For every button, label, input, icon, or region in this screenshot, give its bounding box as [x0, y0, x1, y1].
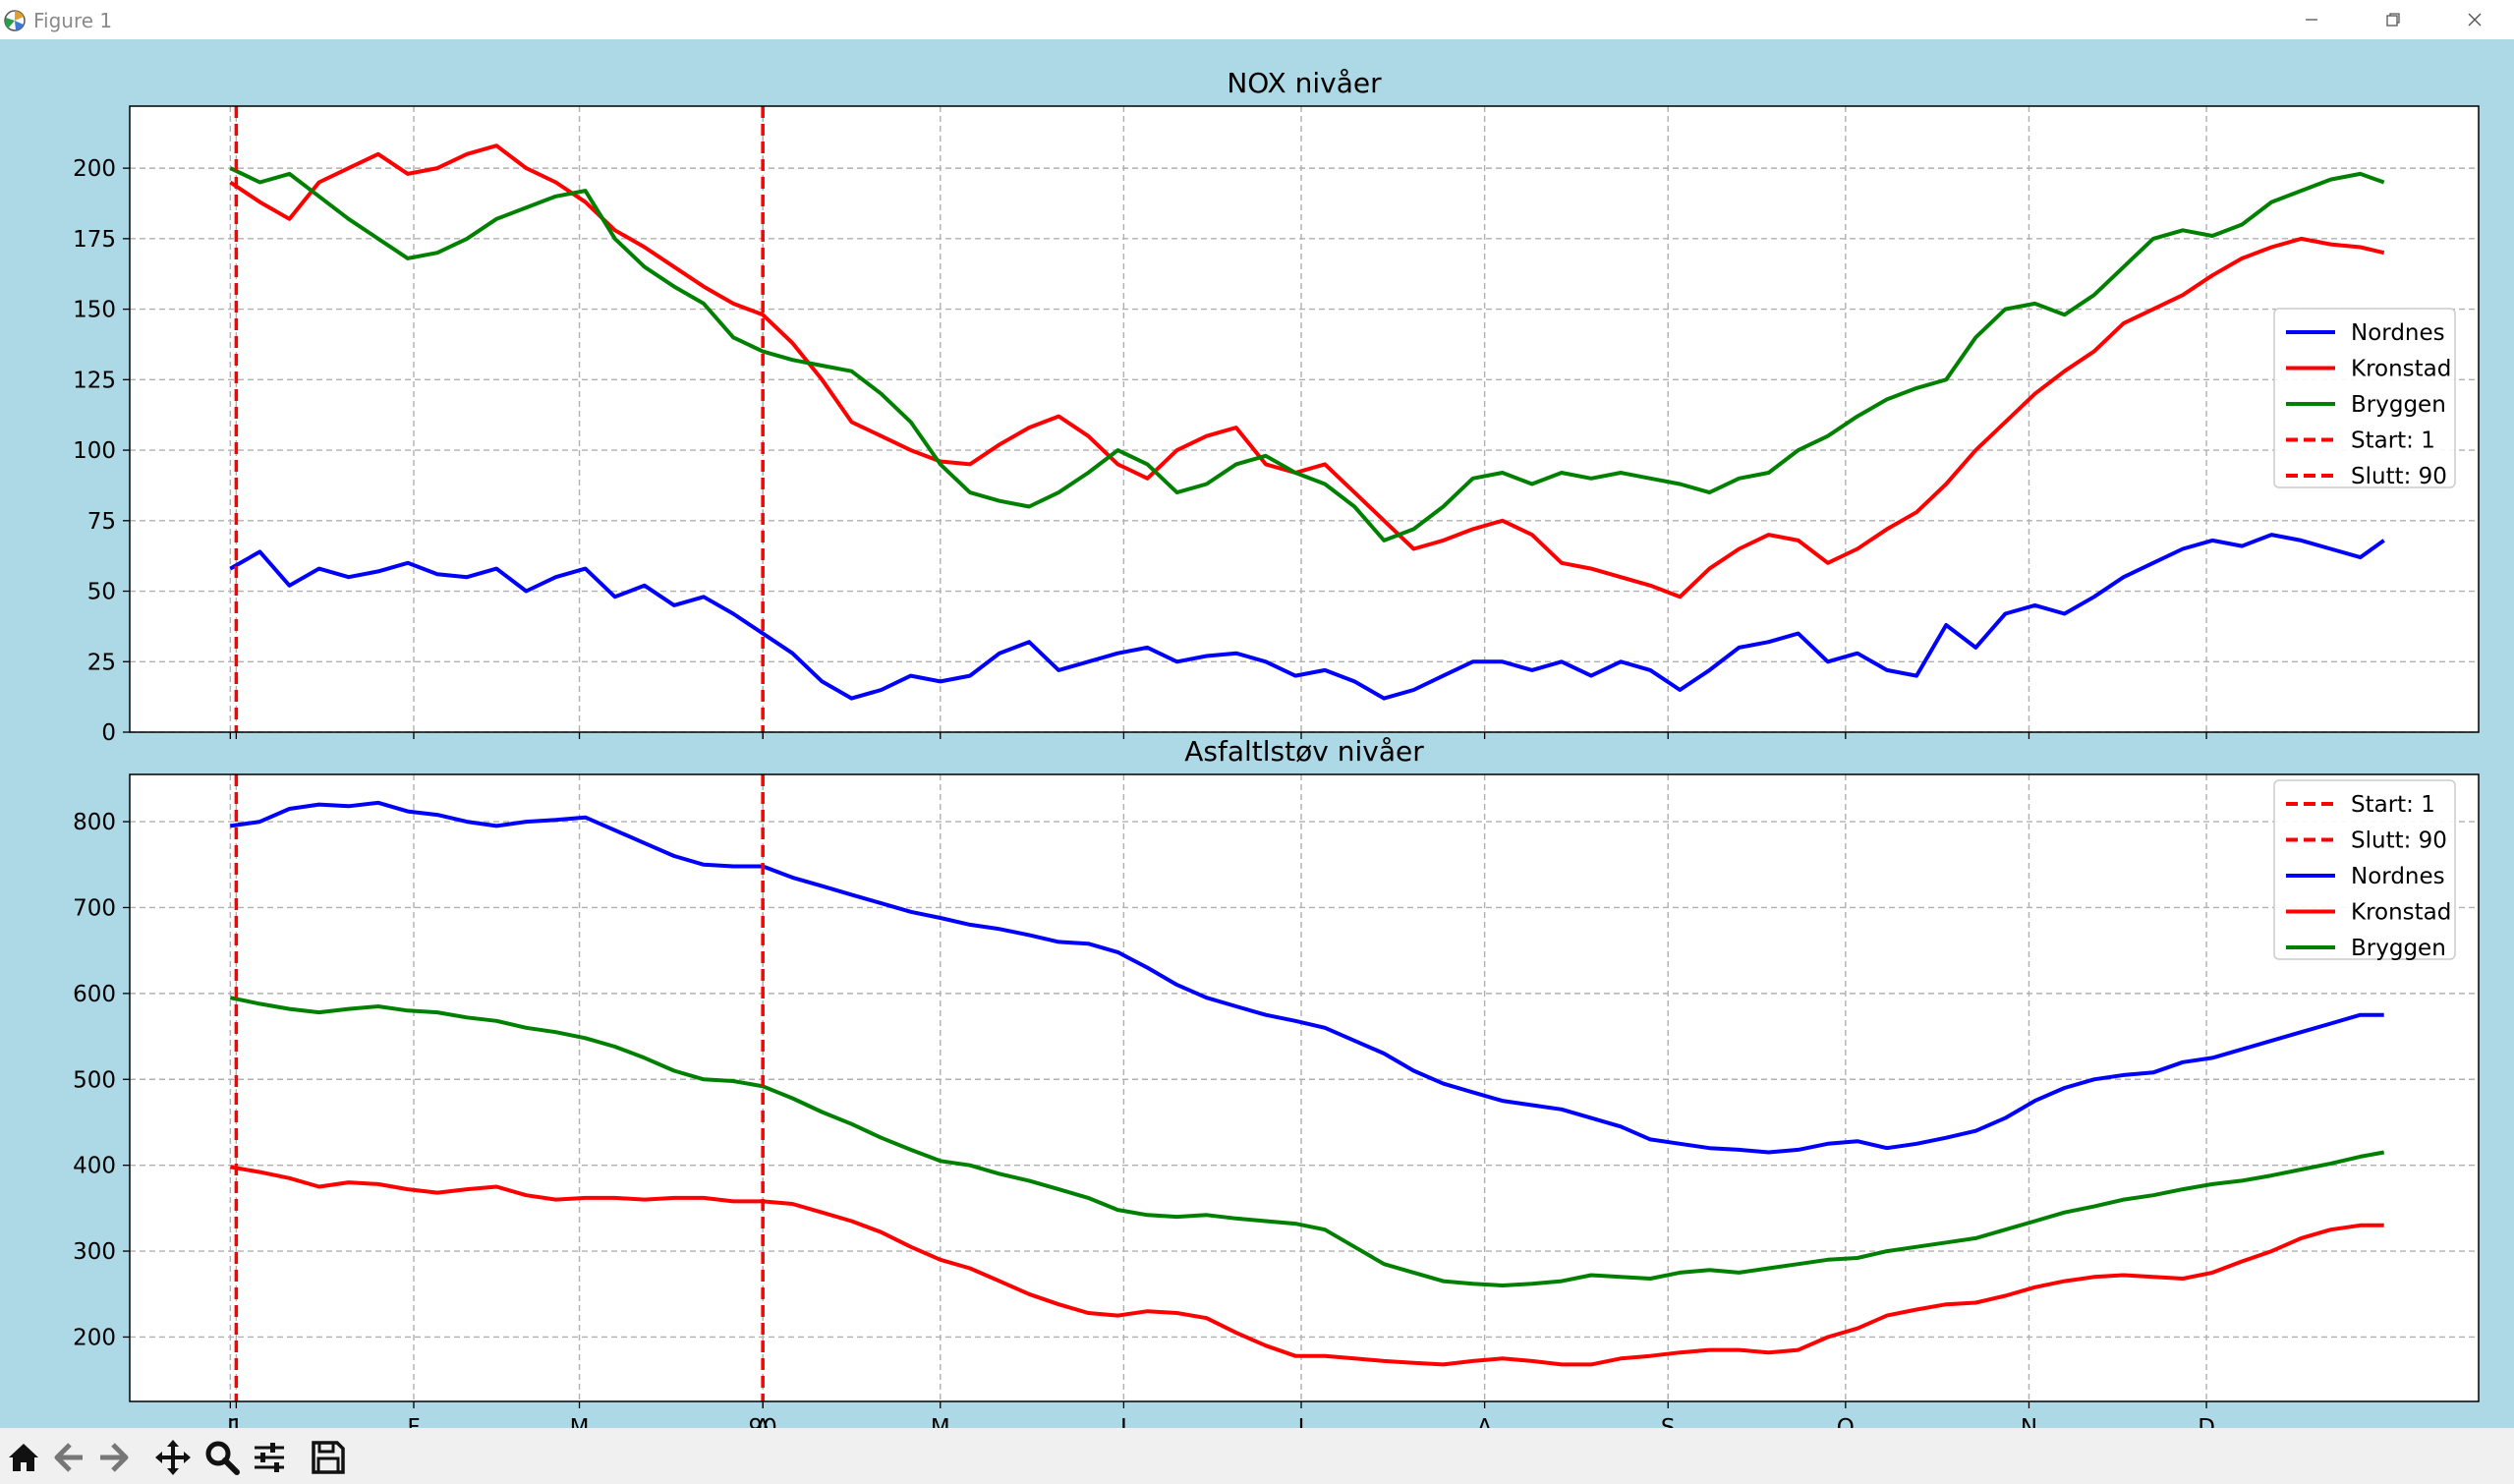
- legend-label: Nordnes: [2351, 864, 2445, 889]
- y-tick-label: 175: [73, 227, 116, 253]
- legend-box: [2273, 308, 2456, 488]
- y-tick-label: 800: [73, 810, 116, 835]
- x-tick-label: A: [1477, 1415, 1493, 1428]
- series-line-bryggen: [229, 996, 2385, 1287]
- series-line-bryggen: [229, 166, 2385, 542]
- configure-subplots-icon: [255, 1443, 284, 1472]
- minimize-button[interactable]: [2282, 0, 2341, 39]
- y-tick-label: 500: [73, 1067, 116, 1093]
- y-tick-label: 0: [101, 720, 116, 746]
- x-tick-label: O: [1837, 1415, 1855, 1428]
- y-tick-label: 150: [73, 298, 116, 323]
- legend-label: Bryggen: [2351, 392, 2446, 418]
- back-arrow-icon: [54, 1443, 83, 1472]
- chart-1: 0 25 50 75 100 125 150 175 200 NOX nivåer Nordnes K…: [73, 67, 2480, 746]
- axes-background: [130, 106, 2479, 732]
- y-tick-label: 100: [73, 438, 116, 464]
- home-button[interactable]: [4, 1438, 43, 1477]
- pan-icon: [155, 1440, 191, 1475]
- x-tick-label: A: [755, 1415, 771, 1428]
- y-tick-label: 700: [73, 895, 116, 921]
- y-tick-label: 300: [73, 1239, 116, 1265]
- y-tick-label: 200: [73, 156, 116, 182]
- series-line-nordnes: [229, 533, 2385, 701]
- navigation-toolbar: [0, 1428, 2514, 1484]
- series-line-nordnes: [230, 800, 2384, 1155]
- restore-button[interactable]: [2364, 0, 2423, 39]
- y-tick-label: 200: [73, 1325, 116, 1350]
- y-tick-label: 75: [87, 509, 116, 535]
- save-button[interactable]: [309, 1438, 348, 1477]
- x-tick-label: M: [931, 1415, 950, 1428]
- y-tick-label: 125: [73, 368, 116, 393]
- pan-button[interactable]: [153, 1438, 193, 1477]
- home-icon: [9, 1444, 38, 1471]
- legend-label: Start: 1: [2351, 428, 2435, 454]
- x-tick-label: M: [570, 1415, 590, 1428]
- legend-box: [2273, 779, 2456, 960]
- title-bar: Figure 1: [0, 0, 2514, 39]
- chart-title: NOX nivåer: [1227, 67, 1382, 99]
- window-title: Figure 1: [33, 9, 113, 32]
- save-icon: [312, 1441, 345, 1474]
- x-tick-label: J: [1296, 1415, 1305, 1428]
- legend-label: Bryggen: [2351, 936, 2446, 961]
- legend-label: Nordnes: [2351, 320, 2445, 346]
- configure-subplots-button[interactable]: [250, 1438, 289, 1477]
- x-tick-label: 1: [229, 1415, 244, 1428]
- figure-svg: 0 25 50 75 100 125 150 175 200 NOX nivåer Nordnes K…: [73, 67, 2480, 1428]
- close-button[interactable]: [2445, 0, 2504, 39]
- legend-label: Slutt: 90: [2351, 828, 2447, 854]
- axes-background: [130, 774, 2479, 1401]
- y-tick-label: 400: [73, 1154, 116, 1179]
- series-line-kronstad: [229, 143, 2385, 599]
- y-tick-label: 600: [73, 982, 116, 1007]
- axes-frame: [129, 105, 2480, 733]
- back-button[interactable]: [49, 1438, 88, 1477]
- forward-button[interactable]: [94, 1438, 134, 1477]
- x-tick-label: J: [225, 1415, 234, 1428]
- minimize-icon: [2306, 19, 2317, 21]
- close-icon: [2468, 13, 2482, 27]
- y-tick-label: 50: [87, 580, 116, 605]
- figure-canvas[interactable]: 0 25 50 75 100 125 150 175 200 NOX nivåer Nordnes K…: [0, 39, 2514, 1428]
- legend-label: Slutt: 90: [2351, 464, 2447, 489]
- x-tick-label: N: [2021, 1415, 2037, 1428]
- axes-frame: [129, 773, 2480, 1402]
- legend: Nordnes Kronstad Bryggen Start: 1 Slutt: 90: [2273, 308, 2456, 489]
- restore-icon: [2386, 13, 2400, 27]
- x-tick-label: J: [1118, 1415, 1127, 1428]
- forward-arrow-icon: [100, 1443, 129, 1472]
- x-tick-label: S: [1661, 1415, 1676, 1428]
- x-tick-label: D: [2198, 1415, 2215, 1428]
- zoom-button[interactable]: [202, 1438, 242, 1477]
- legend-label: Kronstad: [2351, 357, 2451, 382]
- x-tick-label: F: [407, 1415, 420, 1428]
- matplotlib-app-icon: [2, 8, 28, 33]
- zoom-icon: [205, 1441, 240, 1475]
- legend-label: Start: 1: [2351, 792, 2435, 818]
- x-tick-label: 90: [749, 1415, 777, 1428]
- series-line-kronstad: [229, 1165, 2384, 1367]
- y-tick-label: 25: [87, 650, 116, 675]
- chart-title: Asfaltlstøv nivåer: [1184, 735, 1424, 768]
- legend: Start: 1 Slutt: 90 Nordnes Kronstad Bryggen: [2273, 779, 2456, 961]
- legend-label: Kronstad: [2351, 900, 2451, 926]
